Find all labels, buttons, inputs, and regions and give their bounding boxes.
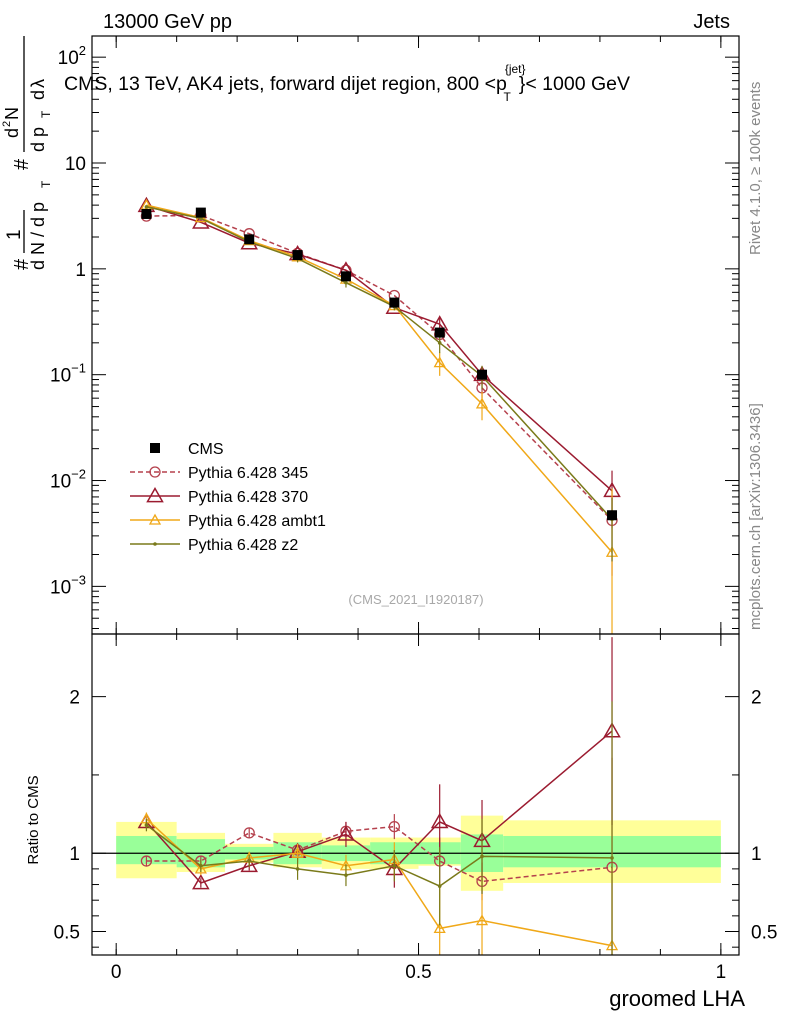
main-point-2-7: [475, 397, 489, 409]
main-point-2-6: [433, 356, 446, 368]
ratio-point-2-7: [475, 914, 489, 926]
side-label-mcplots: mcplots.cern.ch [arXiv:1306.3436]: [747, 403, 764, 630]
ylabel-dpt: d p: [28, 127, 48, 152]
side-label-rivet: Rivet 4.1.0, ≥ 100k events: [747, 82, 764, 255]
y-ratio-tick-label-1: 1: [69, 844, 80, 865]
ratio-point-3-1: [199, 863, 203, 868]
legend-label-2: Pythia 6.428 370: [188, 489, 308, 506]
ratio-point-3-8: [610, 856, 614, 860]
ratio-point-3-2: [247, 859, 252, 863]
y-ratio-tick-label-0: 2: [69, 688, 80, 709]
legend-marker-4: [153, 542, 157, 546]
ylabel-hash-1: #: [11, 258, 33, 270]
ratio-point-1-1: [192, 873, 210, 890]
data-point-6: [434, 327, 445, 338]
ratio-point-2-3: [291, 846, 304, 858]
legend-label-4: Pythia 6.428 z2: [188, 537, 298, 554]
legend-marker-1: [149, 466, 161, 478]
chart-title-subscript: T: [504, 90, 512, 104]
ylabel-one: 1: [4, 229, 25, 240]
legend-label-1: Pythia 6.428 345: [188, 465, 308, 482]
ratio-point-3-7: [480, 854, 484, 859]
ylabel-lambda: λ: [28, 79, 48, 88]
ylabel-d: d: [2, 128, 22, 138]
y-ratio-tick-label-2: 0.5: [54, 923, 80, 944]
y-main-tick-label-3: 10−1: [50, 361, 86, 387]
ratio-point-3-6: [437, 884, 442, 888]
y-ratio-tick-label-right-1: 1: [751, 844, 762, 865]
data-point-4: [340, 271, 351, 282]
y-main-tick-label-4: 10−2: [50, 467, 86, 493]
y-main-tick-label-1: 10: [65, 154, 86, 175]
legend-marker-0: [150, 443, 160, 453]
chart-title-superscript: {jet}: [505, 62, 526, 76]
data-point-2: [244, 234, 255, 245]
header-right: Jets: [693, 11, 730, 33]
ratio-point-0-0: [140, 855, 153, 867]
data-point-8: [607, 510, 618, 521]
data-point-0: [141, 208, 152, 219]
ylabel-dl: d: [28, 90, 48, 100]
main-line-1: [146, 204, 613, 492]
main-series-layer: [137, 196, 621, 634]
x-axis-label: groomed LHA: [609, 986, 745, 1011]
ylabel-pt-sub-2: T: [39, 110, 53, 118]
main-point-3-6: [437, 341, 442, 345]
y-axis-label-main: # 1 d N / d p T # d 2 N d p T d λ: [1, 36, 53, 270]
ratio-point-1-4: [337, 825, 355, 841]
chart-title-main: CMS, 13 TeV, AK4 jets, forward dijet reg…: [64, 73, 507, 95]
ylabel-N: N: [2, 107, 22, 120]
ratio-line-0: [146, 825, 613, 883]
y-main-tick-label-5: 10−3: [50, 572, 86, 598]
main-point-3-4: [344, 280, 348, 285]
data-point-1: [195, 207, 206, 218]
ratio-point-3-0: [144, 823, 149, 827]
legend-marker-2: [146, 486, 164, 503]
ylabel-dndpt: d N / d p: [28, 202, 48, 270]
data-point-3: [292, 250, 303, 261]
legend-marker-3: [148, 513, 162, 525]
ratio-point-0-5: [388, 820, 400, 833]
axes-frames: [91, 35, 740, 956]
x-tick-label-1: 0.5: [405, 962, 431, 983]
data-point-7: [477, 369, 488, 380]
ratio-series-layer: [137, 637, 621, 955]
x-tick-label-0: 0: [111, 962, 122, 983]
legend: CMS Pythia 6.428 345 Pythia 6.428 370 Pythi…: [130, 441, 326, 554]
watermark: (CMS_2021_I1920187): [348, 592, 483, 607]
ratio-point-2-1: [194, 862, 207, 874]
axis-ticks: 0 0.5 1 102 10 1 10−1 10−2 10−3 2 2 1 1 0.5 0.5: [50, 36, 777, 983]
ratio-point-3-5: [392, 863, 397, 868]
main-point-3-0: [144, 205, 149, 209]
legend-label-3: Pythia 6.428 ambt1: [188, 513, 326, 530]
ratio-point-0-2: [243, 827, 255, 839]
y-axis-label-ratio: Ratio to CMS: [25, 775, 42, 864]
ratio-uncertainty-bands: [92, 815, 739, 891]
header-left: 13000 GeV pp: [103, 11, 232, 33]
chart-title-end: }< 1000 GeV: [519, 73, 630, 95]
ratio-panel-frame: [91, 633, 740, 956]
legend-label-0: CMS: [188, 441, 224, 458]
ylabel-pt-sub: T: [39, 180, 53, 188]
ratio-point-1-6: [430, 812, 449, 829]
y-ratio-tick-label-right-0: 2: [751, 688, 762, 709]
ratio-point-1-2: [240, 856, 259, 873]
chart-title: CMS, 13 TeV, AK4 jets, forward dijet reg…: [64, 62, 630, 104]
y-main-tick-label-0: 102: [58, 43, 86, 69]
y-main-tick-label-2: 1: [75, 260, 86, 281]
ratio-point-3-3: [295, 867, 300, 871]
ratio-point-2-6: [433, 922, 446, 934]
x-tick-label-2: 1: [716, 962, 727, 983]
data-point-5: [389, 297, 400, 308]
ylabel-hash-2: #: [11, 158, 33, 170]
ylabel-2: 2: [1, 121, 13, 127]
ratio-point-3-4: [344, 873, 348, 877]
y-ratio-tick-label-right-2: 0.5: [751, 923, 777, 944]
